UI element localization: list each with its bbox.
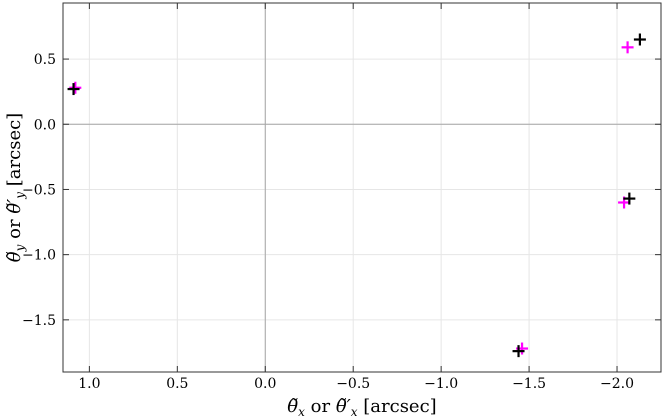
x-tick-label: −1.0 — [424, 376, 458, 392]
y-tick-label: −1.0 — [22, 248, 56, 264]
x-tick-label: 0.0 — [254, 376, 276, 392]
plus-marker — [633, 33, 646, 46]
y-tick-label: 0.5 — [34, 52, 56, 68]
x-tick-label: 1.0 — [78, 376, 100, 392]
data-points — [67, 33, 646, 358]
x-tick-label: −1.5 — [512, 376, 546, 392]
y-tick-label: −1.5 — [22, 313, 56, 329]
x-tick-label: 0.5 — [166, 376, 188, 392]
x-axis-label: θ̃x or θ̃′x [arcsec] — [287, 396, 436, 418]
plus-marker — [67, 83, 80, 96]
grid — [63, 3, 661, 372]
y-axis-label: θ̃y or θ̃′y [arcsec] — [4, 113, 27, 262]
x-tick-label: −2.0 — [600, 376, 634, 392]
plus-marker — [512, 345, 525, 358]
plus-marker — [621, 41, 634, 54]
plus-marker — [623, 192, 636, 205]
zero-lines — [63, 3, 661, 372]
y-tick-label: 0.0 — [34, 117, 56, 133]
series-1 — [67, 33, 646, 358]
y-axis-ticks: 0.5 0.0 −0.5 −1.0 −1.5 — [22, 52, 661, 329]
plus-marker — [69, 81, 82, 94]
x-tick-label: −0.5 — [336, 376, 370, 392]
plot-frame — [62, 2, 662, 373]
series-0 — [69, 41, 634, 355]
y-tick-label: −0.5 — [22, 182, 56, 198]
x-axis-ticks: 1.0 0.5 0.0 −0.5 −1.0 −1.5 −2.0 — [78, 3, 634, 392]
